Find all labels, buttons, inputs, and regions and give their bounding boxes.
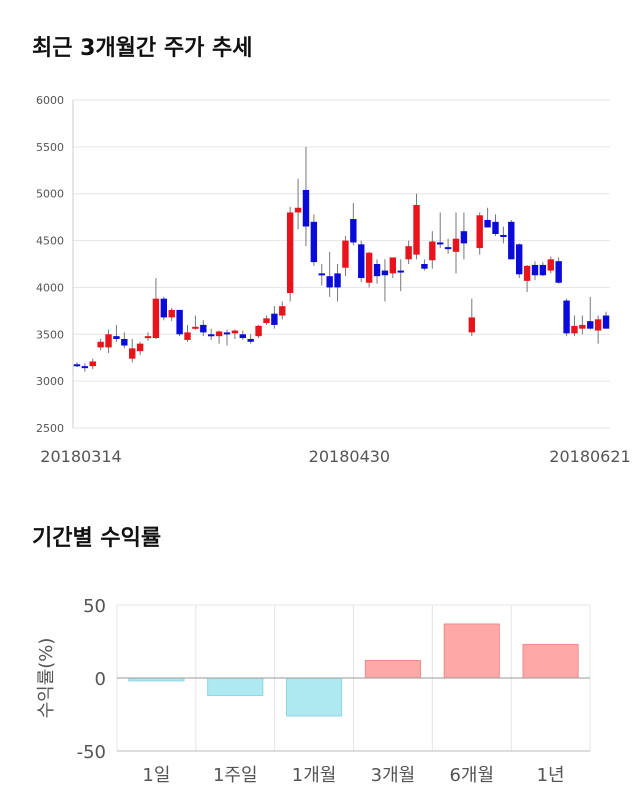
candle-body — [571, 325, 578, 334]
y-tick-label: 0 — [95, 669, 106, 690]
candlestick-chart: 2500 3000 3500 4000 4500 5000 5500 6000 20180314… — [36, 94, 631, 466]
candle-body — [247, 338, 254, 342]
return-bar — [522, 643, 579, 679]
candle-body — [373, 264, 381, 277]
x-tick-label: 3개월 — [371, 765, 416, 786]
candle-body — [160, 298, 168, 318]
candle-body — [437, 242, 444, 245]
x-tick-label: 6개월 — [449, 765, 494, 786]
candle-body — [255, 325, 262, 337]
candle-body — [302, 189, 310, 227]
candle-body — [192, 326, 199, 329]
candle-body — [231, 330, 239, 334]
candle-body — [508, 221, 515, 260]
candle-body — [444, 247, 452, 250]
candle-body — [326, 276, 333, 288]
candle-body — [602, 315, 610, 329]
y-tick-label: 5000 — [36, 188, 64, 201]
candle-body — [492, 221, 499, 235]
y-tick-label: 50 — [83, 596, 106, 617]
candle-body — [184, 332, 191, 340]
y-tick-label: 3500 — [36, 328, 64, 341]
candle-body — [152, 298, 160, 339]
candle-body — [81, 366, 89, 369]
candle-body — [539, 264, 547, 276]
candle-body — [421, 264, 428, 269]
y-tick-label: 2500 — [36, 422, 64, 435]
candle-body — [136, 343, 144, 352]
candle-body — [555, 261, 562, 283]
x-tick-label: 20180314 — [40, 447, 121, 466]
candle-body — [121, 338, 128, 346]
x-tick-label: 1년 — [537, 765, 565, 786]
candle-body — [144, 336, 152, 339]
x-tick-label: 20180621 — [549, 447, 630, 466]
candle-body — [413, 204, 420, 255]
y-tick-label: 3000 — [36, 375, 64, 388]
candle-body — [476, 215, 483, 249]
candle-body — [129, 348, 136, 359]
y-tick-label: 4000 — [36, 281, 64, 294]
candle-body — [105, 334, 112, 348]
candle-body — [358, 244, 365, 279]
candle-body — [310, 221, 318, 263]
candle-body — [279, 306, 286, 316]
candle-body — [587, 321, 594, 329]
y-axis-label: 수익률(%) — [36, 638, 57, 719]
candle-body — [523, 265, 531, 281]
candle-body — [168, 309, 175, 318]
candle-body — [500, 234, 507, 237]
candle-body — [547, 259, 554, 271]
candle-body — [594, 319, 602, 331]
candle-body — [207, 334, 215, 337]
candle-body — [73, 364, 81, 367]
x-tick-label: 20180430 — [309, 447, 390, 466]
return-bar — [207, 677, 264, 697]
candle-body — [365, 252, 373, 283]
y-tick-label: 6000 — [36, 94, 64, 107]
x-tick-label: 1일 — [142, 765, 170, 786]
candle-body — [342, 240, 349, 268]
candle-body — [452, 238, 460, 252]
candle-body — [484, 219, 491, 228]
candle-body — [460, 231, 468, 244]
candle-body — [350, 219, 357, 243]
x-tick-label: 1주일 — [213, 765, 258, 786]
candle-body — [381, 270, 389, 276]
candle-body — [176, 309, 183, 335]
candle-body — [239, 334, 246, 339]
candle-body — [89, 361, 96, 367]
candle-body — [334, 273, 341, 288]
return-bar — [443, 623, 500, 679]
candle-body — [223, 332, 231, 335]
candle-body — [215, 331, 223, 337]
price-trend-title: 최근 3개월간 주가 추세 — [32, 36, 253, 61]
candle-body — [263, 318, 270, 324]
candle-body — [397, 270, 404, 273]
y-tick-label: -50 — [77, 742, 106, 763]
candle-body — [271, 313, 278, 325]
candle-body — [200, 324, 207, 333]
candle-body — [531, 264, 539, 276]
candle-body — [405, 246, 412, 260]
return-bar — [364, 659, 422, 679]
candle-body — [286, 212, 294, 294]
candle-body — [468, 317, 476, 333]
candle-body — [429, 241, 436, 261]
candle-body — [318, 273, 325, 276]
candle-body — [389, 257, 397, 274]
candle-body — [515, 244, 523, 275]
candle-body — [113, 336, 120, 339]
period-returns-title: 기간별 수익률 — [32, 526, 162, 551]
candle-body — [563, 300, 570, 334]
y-tick-label: 4500 — [36, 235, 64, 248]
candle-body — [294, 207, 302, 213]
return-bar — [285, 677, 343, 717]
y-tick-label: 5500 — [36, 141, 64, 154]
candle-body — [97, 341, 104, 348]
candle-body — [579, 324, 586, 329]
x-tick-label: 1개월 — [292, 765, 337, 786]
